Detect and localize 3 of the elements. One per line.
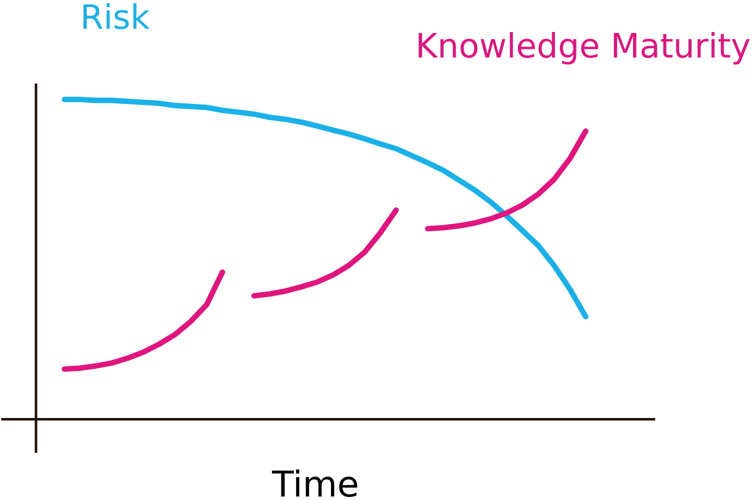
text: Risk — [83, 3, 150, 30]
x-axis-title: Time — [272, 469, 358, 497]
text: Knowledge Maturity — [418, 32, 750, 64]
